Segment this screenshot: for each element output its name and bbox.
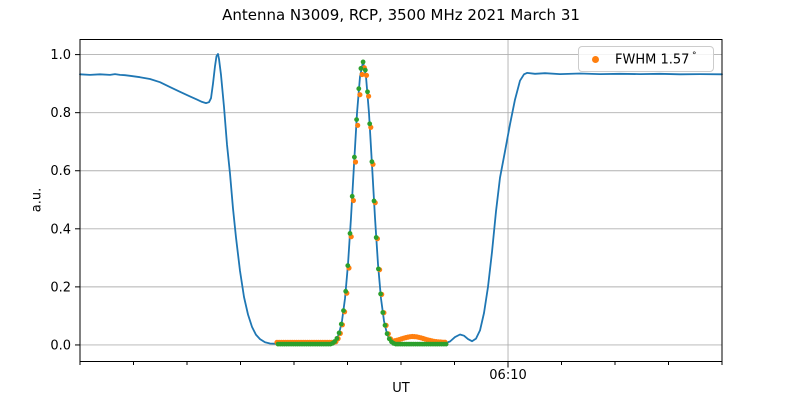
gaussian-fit-points-dot [345,263,351,268]
x-axis-label: UT [392,381,410,396]
gaussian-fit-points-dot [443,341,449,347]
gaussian-fit-points-dot [373,235,379,240]
gaussian-fit-points-dot [338,321,344,327]
y-tick-label: 0.4 [50,222,71,237]
legend: FWHM 1.57 ° [578,46,714,72]
plot-spines [79,39,723,362]
chart-title: Antenna N3009, RCP, 3500 MHz 2021 March … [222,6,580,24]
gaussian-fit-points-dot [354,117,359,122]
y-tick-label: 0.2 [50,280,71,295]
legend-label: FWHM 1.57 ° [615,50,697,68]
gaussian-fit-points-dot [369,159,375,165]
gaussian-fit-points-dot [380,310,386,315]
gaussian-fit-points-dot [336,330,342,336]
gaussian-fit-points-dot [349,193,355,199]
y-tick-label: 0.0 [50,338,71,353]
scan-data-points-dot [366,93,372,99]
gaussian-fit-points-dot [378,291,383,297]
gaussian-fit-points-dot [352,154,357,160]
scan-data-points-dot [352,159,359,165]
x-tick-label: 06:10 [489,368,526,383]
scan-data-points-dot [363,72,370,78]
gaussian-fit-points-dot [367,121,373,127]
gaussian-fit-points-dot [343,288,349,294]
scan-data-points-dot [355,122,361,128]
drift-scan-line [79,53,723,345]
gaussian-fit-points-dot [371,198,377,204]
gaussian-fit-points-dot [384,331,390,337]
gaussian-fit-points-dot [356,86,362,92]
y-tick-label: 1.0 [50,48,71,63]
scan-data-points-dot [350,197,356,204]
gaussian-fit-points-dot [376,266,381,272]
y-tick-label: 0.8 [50,106,71,121]
gaussian-fit-points-dot [341,308,346,313]
gaussian-fit-points-dot [360,59,366,65]
scan-data-points-dot [359,71,365,78]
gaussian-fit-points-dot [358,66,364,71]
gaussian-fit-points-dot [334,336,340,341]
y-axis-label: a.u. [29,187,45,213]
gaussian-fit-points-dot [347,231,353,236]
y-tick-label: 0.6 [50,164,71,179]
gaussian-fit-points-dot [365,89,370,95]
scan-data-points-dot [357,92,363,98]
gaussian-fit-points-dot [382,322,388,328]
legend-marker-dot-icon [592,55,599,63]
gaussian-fit-points-dot [362,67,368,73]
